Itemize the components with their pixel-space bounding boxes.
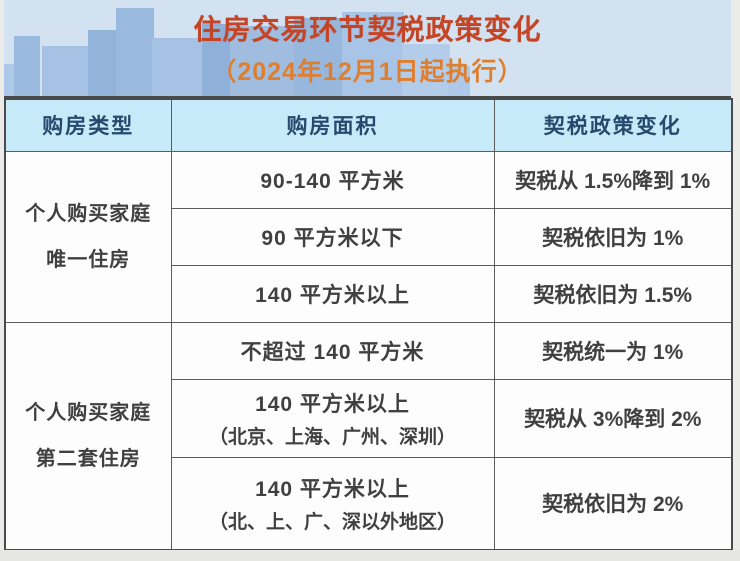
building-icon <box>448 66 470 96</box>
column-header-buyer-type: 购房类型 <box>4 98 172 152</box>
table-row: 90 平方米以下 契税依旧为 1% <box>5 207 733 266</box>
area-cell: 140 平方米以上 <box>170 264 495 323</box>
building-icon <box>202 24 232 96</box>
area-cell: 140 平方米以上 （北京、上海、广州、深圳） <box>170 378 495 458</box>
buyer-type-line: 第二套住房 <box>35 447 141 470</box>
building-icon <box>14 36 40 96</box>
table-row: 个人购买家庭 第二套住房 不超过 140 平方米 契税统一为 1% <box>4 321 733 551</box>
area-cell: 90-140 平方米 <box>170 150 495 209</box>
building-icon <box>152 38 202 96</box>
policy-cell: 契税依旧为 2% <box>493 456 733 551</box>
buyer-type-line: 个人购买家庭 <box>25 401 152 424</box>
building-icon <box>88 30 118 96</box>
page-bottom-margin <box>0 550 740 561</box>
area-city-note: （北京、上海、广州、深圳） <box>208 426 456 448</box>
title-banner: 住房交易环节契税政策变化 （2024年12月1日起执行） <box>4 0 731 98</box>
table-header-row: 购房类型 购房面积 契税政策变化 <box>4 98 733 152</box>
page-title: 住房交易环节契税政策变化 <box>193 14 542 45</box>
building-icon <box>342 12 404 96</box>
area-main: 140 平方米以上 <box>255 477 410 501</box>
buyer-type-cell: 个人购买家庭 唯一住房 <box>4 150 172 323</box>
table-row: 个人购买家庭 唯一住房 90-140 平方米 契税从 1.5%降到 1% <box>4 150 733 323</box>
infographic-card: 住房交易环节契税政策变化 （2024年12月1日起执行） 购房类型 购房面积 契… <box>4 0 733 551</box>
building-icon <box>294 18 344 96</box>
area-cell: 90 平方米以下 <box>170 207 495 266</box>
column-header-area: 购房面积 <box>170 98 495 152</box>
table-row: 140 平方米以上 契税依旧为 1.5% <box>5 264 733 323</box>
table-row: 140 平方米以上 （北、上、广、深以外地区） 契税依旧为 2% <box>5 456 733 551</box>
policy-cell: 契税依旧为 1.5% <box>493 264 733 323</box>
area-cell: 140 平方米以上 （北、上、广、深以外地区） <box>170 456 495 551</box>
policy-cell: 契税统一为 1% <box>493 321 733 380</box>
deed-tax-policy-table: 购房类型 购房面积 契税政策变化 个人购买家庭 唯一住房 90-140 平方米 … <box>4 98 733 551</box>
building-icon <box>230 26 296 96</box>
buyer-type-line: 唯一住房 <box>46 248 131 271</box>
building-icon <box>42 46 90 96</box>
building-icon <box>402 44 450 96</box>
area-main: 140 平方米以上 <box>255 392 410 416</box>
policy-cell: 契税依旧为 1% <box>493 207 733 266</box>
buyer-type-cell: 个人购买家庭 第二套住房 <box>4 321 172 551</box>
column-header-policy: 契税政策变化 <box>493 98 733 152</box>
area-cell: 不超过 140 平方米 <box>170 321 495 380</box>
banner-text-block: 住房交易环节契税政策变化 （2024年12月1日起执行） <box>4 0 731 96</box>
city-skyline-graphic <box>4 0 731 96</box>
page-subtitle: （2024年12月1日起执行） <box>211 58 524 86</box>
policy-cell: 契税从 3%降到 2% <box>493 378 733 458</box>
area-city-note: （北、上、广、深以外地区） <box>208 511 456 533</box>
policy-cell: 契税从 1.5%降到 1% <box>493 150 733 209</box>
buyer-type-line: 个人购买家庭 <box>25 202 152 225</box>
building-icon <box>116 8 154 96</box>
